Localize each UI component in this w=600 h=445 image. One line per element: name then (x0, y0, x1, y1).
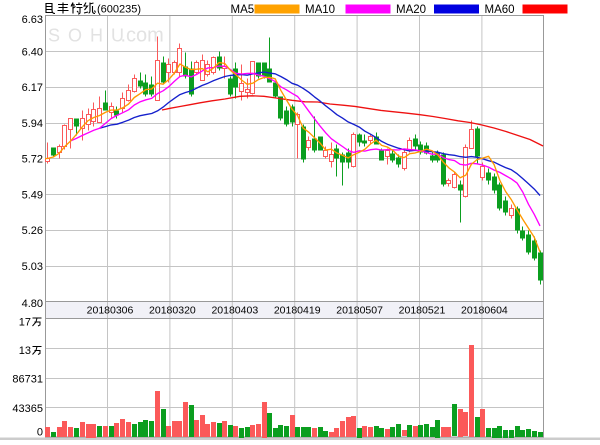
svg-text:5.26: 5.26 (22, 225, 43, 237)
svg-text:6.40: 6.40 (22, 46, 43, 58)
svg-text:.com: .com (121, 25, 164, 47)
svg-text:4.80: 4.80 (22, 298, 43, 310)
svg-text:43365: 43365 (12, 403, 43, 415)
svg-text:20180521: 20180521 (399, 305, 446, 317)
svg-text:5.72: 5.72 (22, 154, 43, 166)
svg-text:MA20: MA20 (396, 4, 426, 16)
svg-text:20180507: 20180507 (336, 305, 383, 317)
svg-text:20180604: 20180604 (461, 305, 508, 317)
svg-text:20180403: 20180403 (211, 305, 258, 317)
svg-text:5.49: 5.49 (22, 189, 43, 201)
svg-text:MA5: MA5 (231, 4, 255, 16)
svg-text:20180320: 20180320 (149, 305, 196, 317)
svg-text:6.17: 6.17 (22, 82, 43, 94)
svg-text:MA60: MA60 (485, 4, 515, 16)
svg-text:MA10: MA10 (305, 4, 335, 16)
svg-text:5.94: 5.94 (22, 118, 43, 130)
svg-text:20180419: 20180419 (274, 305, 321, 317)
svg-text:(600235): (600235) (97, 4, 141, 16)
svg-text:20180306: 20180306 (87, 305, 134, 317)
svg-text:SOHU: SOHU (48, 26, 132, 46)
svg-text:0: 0 (37, 427, 43, 439)
svg-text:17: 17 (19, 317, 31, 329)
svg-text:13: 13 (19, 345, 31, 357)
svg-text:5.03: 5.03 (22, 261, 43, 273)
svg-text:6.63: 6.63 (22, 14, 43, 26)
svg-text:86731: 86731 (12, 373, 43, 385)
